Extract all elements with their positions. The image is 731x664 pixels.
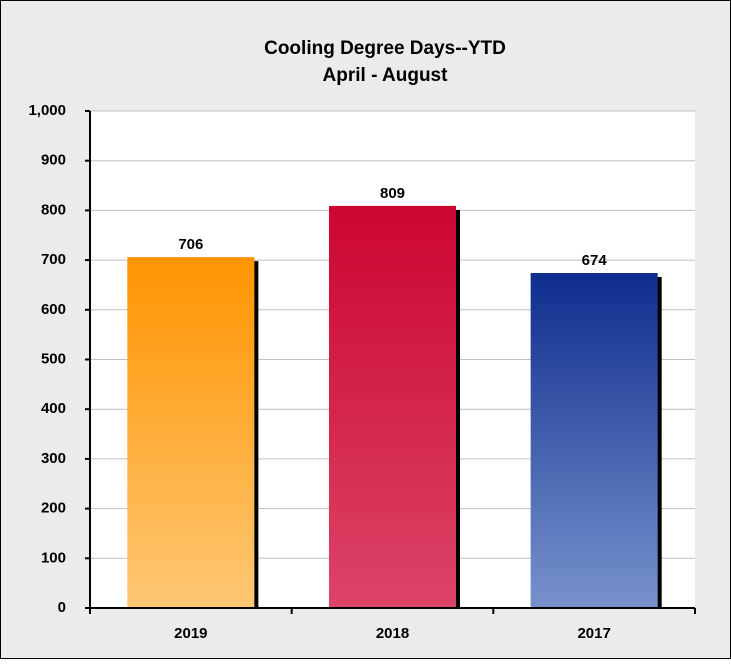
y-tick-label: 400	[41, 400, 66, 417]
data-label: 674	[582, 252, 608, 269]
chart-title: Cooling Degree Days--YTD	[264, 38, 506, 59]
bar	[127, 257, 255, 608]
x-tick-label: 2018	[376, 625, 409, 642]
x-tick-label: 2017	[577, 625, 610, 642]
y-tick-label: 800	[41, 201, 66, 218]
y-tick-label: 900	[41, 152, 66, 169]
chart-subtitle: April - August	[323, 65, 449, 86]
y-tick-label: 0	[58, 599, 66, 616]
data-label: 809	[380, 185, 405, 202]
x-tick-label: 2019	[174, 625, 207, 642]
y-tick-label: 600	[41, 301, 66, 318]
y-tick-label: 500	[41, 350, 66, 367]
bar	[530, 273, 658, 608]
y-tick-label: 200	[41, 500, 66, 517]
bar	[328, 205, 457, 608]
y-tick-label: 700	[41, 251, 66, 268]
data-label: 706	[178, 236, 203, 253]
y-tick-label: 1,000	[28, 102, 66, 119]
y-tick-label: 100	[41, 549, 66, 566]
y-tick-label: 300	[41, 450, 66, 467]
